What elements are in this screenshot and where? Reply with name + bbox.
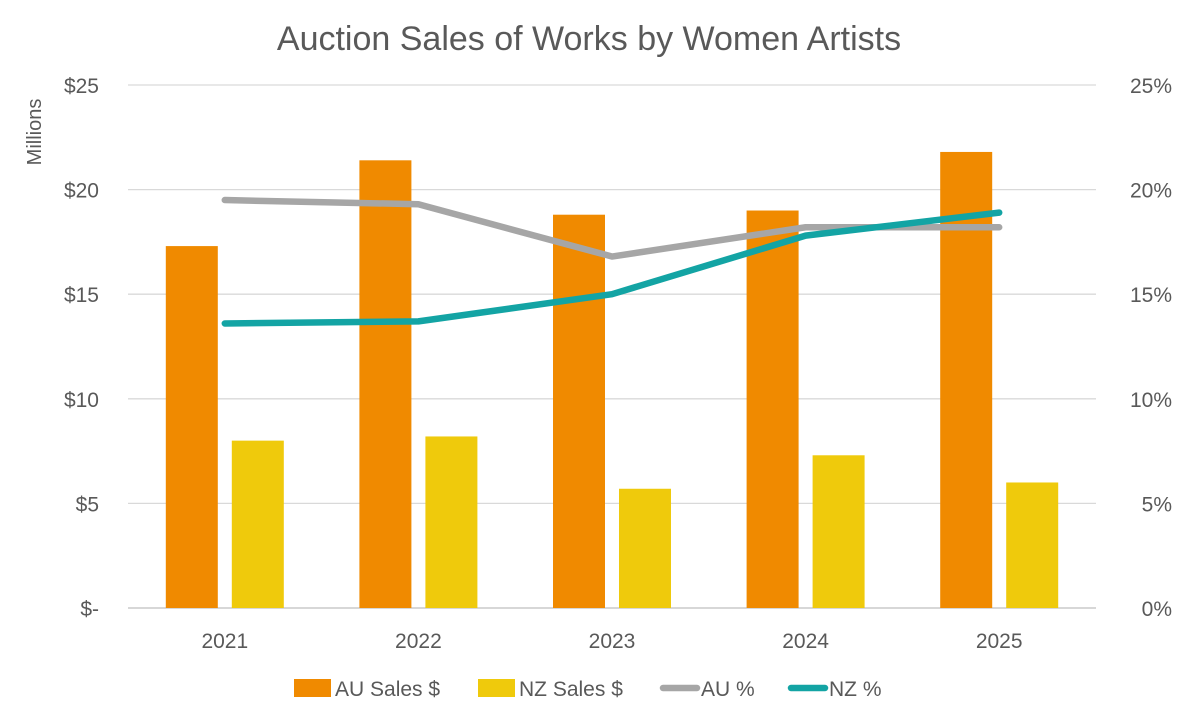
legend: AU Sales $ NZ Sales $ AU % NZ % [294,678,882,701]
y-tick-label: $15 [64,284,99,307]
x-tick-label: 2022 [395,630,442,653]
chart-title: Auction Sales of Works by Women Artists [277,20,901,58]
legend-label: AU Sales $ [335,678,440,701]
line-series-group [221,196,1003,327]
y2-tick-label: 25% [1130,75,1172,98]
y2-tick-label: 10% [1130,389,1172,412]
y2-tick-label: 20% [1130,180,1172,203]
y-tick-label: $10 [64,389,99,412]
bar-au-sales-2024 [746,210,799,608]
bar-nz-sales-2025 [1006,482,1059,608]
x-tick-label: 2024 [782,630,829,653]
y-tick-label: $25 [64,75,99,98]
axes: $- $5 $10 $15 $20 $25 0% 5% 10% 15% 20% 25% 2021 2022… [64,75,1172,653]
bar-au-sales-2021 [165,246,218,609]
y2-tick-label: 0% [1142,598,1172,621]
bar-nz-sales-2021 [231,440,284,608]
y2-tick-label: 5% [1142,493,1172,516]
x-tick-label: 2021 [201,630,248,653]
bar-au-sales-2022 [359,160,412,608]
bar-series-group [165,151,1059,609]
y-tick-label: $5 [76,493,99,516]
y-tick-label: $20 [64,180,99,203]
bar-nz-sales-2022 [425,436,478,608]
legend-label: NZ Sales $ [519,678,623,701]
y-tick-label: $- [80,598,99,621]
gridlines [128,84,1096,609]
y2-tick-label: 15% [1130,284,1172,307]
line-nz [221,209,1003,327]
bar-nz-sales-2023 [619,488,671,608]
legend-label: AU % [701,678,755,701]
bar-nz-sales-2024 [812,455,865,608]
legend-label: NZ % [829,678,882,701]
y-axis-unit-label: Millions [24,99,46,166]
legend-swatch [478,679,515,697]
legend-swatch [294,679,331,697]
bar-au-sales-2023 [553,214,605,609]
x-tick-label: 2025 [976,630,1023,653]
x-tick-label: 2023 [589,630,636,653]
